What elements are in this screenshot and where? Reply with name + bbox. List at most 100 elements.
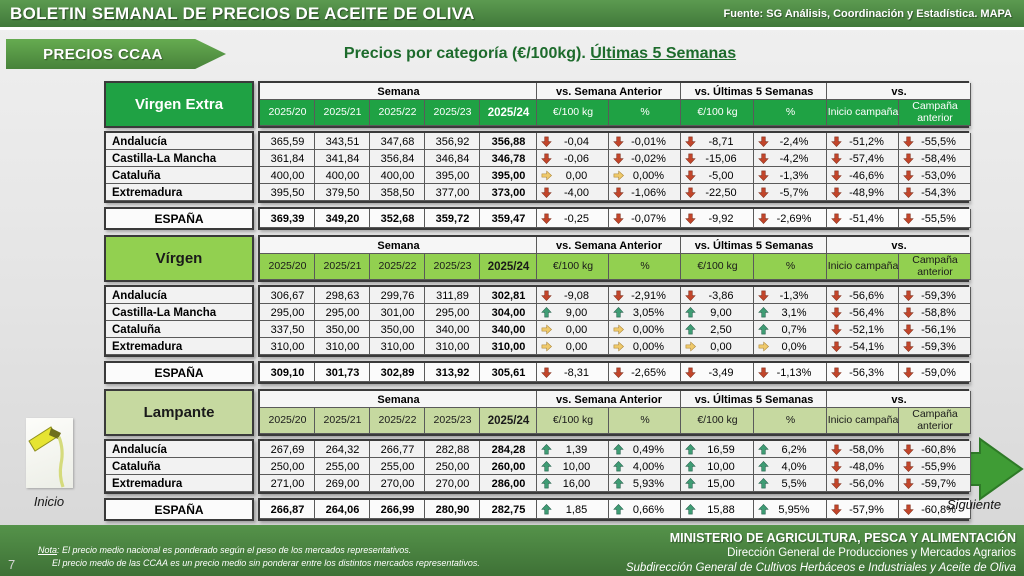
down-arrow-icon	[831, 341, 842, 352]
week-header: 2025/22	[370, 100, 425, 126]
vs-cell: 4,0%	[754, 458, 827, 475]
banner-label: PRECIOS CCAA	[43, 45, 163, 63]
up-arrow-icon	[758, 461, 769, 472]
vs-value: 15,00	[707, 477, 735, 490]
week-header: 2025/24	[480, 408, 537, 434]
down-arrow-icon	[685, 367, 696, 378]
vs-value: 0,49%	[632, 443, 665, 456]
vs-cell: 0,00%	[609, 167, 681, 184]
region-label: Castilla-La Mancha	[106, 304, 252, 321]
vs-cell: 15,88	[681, 500, 754, 519]
vs-cell: -51,2%	[827, 133, 899, 150]
up-arrow-icon	[758, 324, 769, 335]
down-arrow-icon	[613, 187, 624, 198]
vs-value: -0,04	[563, 135, 590, 148]
up-arrow-icon	[541, 307, 552, 318]
vs-cell: -0,01%	[609, 133, 681, 150]
up-arrow-icon	[758, 504, 769, 515]
up-arrow-icon	[613, 307, 624, 318]
week-price-cell: 349,20	[315, 209, 370, 228]
table-left-column: Virgen Extra Andalucía Castilla-La Mancha C…	[104, 81, 254, 230]
vs-value: 0,00%	[632, 323, 665, 336]
down-arrow-icon	[758, 213, 769, 224]
vs-cell: -4,2%	[754, 150, 827, 167]
week-header: 2025/24	[480, 254, 537, 280]
direction-line: Dirección General de Producciones y Merc…	[727, 547, 1016, 560]
sub-header: €/100 kg	[681, 254, 754, 280]
week-price-cell: 270,00	[370, 475, 425, 492]
up-arrow-icon	[613, 444, 624, 455]
vs-cell: -57,4%	[827, 150, 899, 167]
sub-header: %	[754, 100, 827, 126]
vs-value: 16,00	[562, 477, 591, 490]
vs-cell: 9,00	[537, 304, 609, 321]
vs-cell: 16,00	[537, 475, 609, 492]
up-arrow-icon	[685, 307, 696, 318]
week-header: 2025/24	[480, 100, 537, 126]
week-price-cell: 341,84	[315, 150, 370, 167]
vs-value: -57,4%	[849, 152, 884, 165]
vs-cell: -3,86	[681, 287, 754, 304]
footnote-label: Nota	[38, 544, 58, 555]
week-price-cell: 365,59	[260, 133, 315, 150]
up-arrow-icon	[685, 504, 696, 515]
vs-value: -51,4%	[849, 212, 884, 225]
down-arrow-icon	[903, 461, 914, 472]
up-arrow-icon	[685, 478, 696, 489]
sub-header: %	[754, 408, 827, 434]
week-price-cell: 340,00	[425, 321, 480, 338]
vs-cell: -48,9%	[827, 184, 899, 201]
vs-value: 10,00	[707, 460, 735, 473]
week-header: 2025/21	[315, 254, 370, 280]
vs-cell: 3,05%	[609, 304, 681, 321]
week-price-cell: 309,10	[260, 363, 315, 382]
vs-value: -1,06%	[631, 186, 666, 199]
table-right-column: Semana vs. Semana Anterior vs. Últimas 5 S…	[258, 235, 971, 384]
subdirection-line: Subdirección General de Cultivos Herbáce…	[625, 562, 1016, 575]
week-price-cell: 298,63	[315, 287, 370, 304]
table-right-column: Semana vs. Semana Anterior vs. Últimas 5 S…	[258, 389, 971, 521]
sub-header: €/100 kg	[537, 408, 609, 434]
region-label: Andalucía	[106, 441, 252, 458]
week-price-cell: 282,75	[480, 500, 537, 519]
vs-value: -0,01%	[631, 135, 666, 148]
column-group-header: vs. Últimas 5 Semanas	[681, 83, 827, 100]
week-price-cell: 302,89	[370, 363, 425, 382]
inicio-link[interactable]: Inicio	[14, 418, 84, 509]
olive-oil-image	[25, 418, 73, 488]
vs-cell: 5,93%	[609, 475, 681, 492]
espana-label: ESPAÑA	[104, 498, 254, 521]
vs-cell: -15,06	[681, 150, 754, 167]
down-arrow-icon	[903, 324, 914, 335]
table-header: Semana vs. Semana Anterior vs. Últimas 5 S…	[258, 389, 971, 436]
week-price-cell: 373,00	[480, 184, 537, 201]
vs-cell: 2,50	[681, 321, 754, 338]
vs-cell: -56,1%	[899, 321, 971, 338]
week-price-cell: 346,84	[425, 150, 480, 167]
week-header: 2025/21	[315, 408, 370, 434]
siguiente-link[interactable]: Siguiente	[946, 497, 1002, 512]
down-arrow-icon	[685, 187, 696, 198]
region-list: Andalucía Castilla-La Mancha Cataluña Extre…	[104, 285, 254, 357]
week-price-cell: 310,00	[480, 338, 537, 355]
footnote-line1: : El precio medio nacional es ponderado …	[57, 544, 412, 555]
down-arrow-icon	[831, 213, 842, 224]
vs-cell: 6,2%	[754, 441, 827, 458]
region-label: Cataluña	[106, 458, 252, 475]
vs-cell: 0,00	[537, 338, 609, 355]
vs-value: -55,9%	[921, 460, 956, 473]
week-price-cell: 266,77	[370, 441, 425, 458]
week-price-cell: 337,50	[260, 321, 315, 338]
vs-value: -9,08	[563, 289, 590, 302]
vs-cell: 0,00%	[609, 338, 681, 355]
flat-arrow-icon	[541, 341, 552, 352]
vs-cell: -0,04	[537, 133, 609, 150]
down-arrow-icon	[831, 504, 842, 515]
week-price-cell: 255,00	[315, 458, 370, 475]
week-price-cell: 340,00	[480, 321, 537, 338]
vs-cell: -60,8%	[899, 441, 971, 458]
espana-row: 309,10 301,73 302,89 313,92 305,61 -8,31 -2,65…	[258, 361, 971, 384]
down-arrow-icon	[613, 290, 624, 301]
down-arrow-icon	[831, 153, 842, 164]
